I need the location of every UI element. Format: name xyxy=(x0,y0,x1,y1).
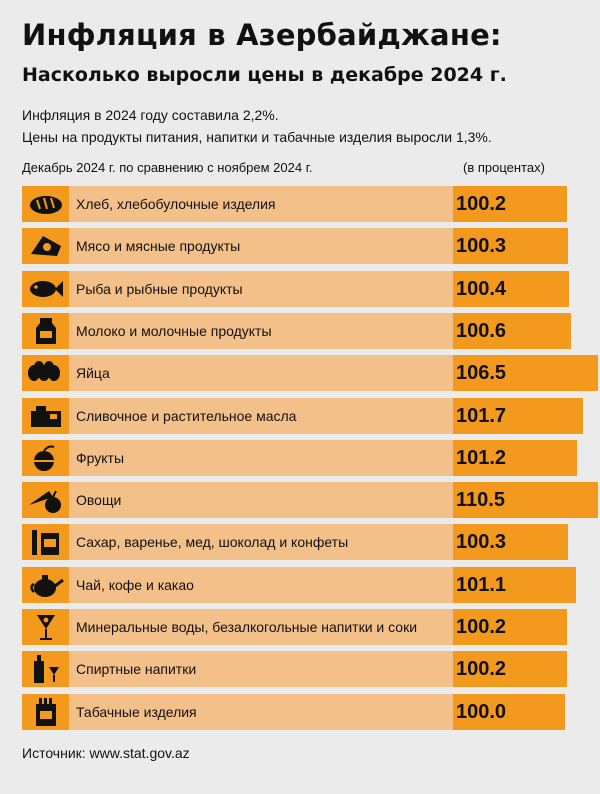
value-bar xyxy=(453,609,568,645)
value-bar xyxy=(453,270,570,307)
category-label: Фрукты xyxy=(76,449,125,466)
inflation-note: Инфляция в 2024 году составила 2,2%. xyxy=(22,107,279,123)
fruit-icon xyxy=(22,439,69,476)
category-band xyxy=(22,482,453,519)
meat-icon xyxy=(22,228,69,265)
category-band xyxy=(22,270,453,307)
fish-icon xyxy=(22,270,69,307)
teapot-icon xyxy=(22,566,69,603)
source-text: Источник: www.stat.gov.az xyxy=(22,745,190,761)
value-label: 101.1 xyxy=(456,573,507,596)
category-label: Мясо и мясные продукты xyxy=(76,238,241,255)
vegetables-icon xyxy=(22,482,69,519)
category-label: Сахар, варенье, мед, шоколад и конфеты xyxy=(76,534,349,551)
value-label: 100.6 xyxy=(456,319,507,342)
category-label: Минеральные воды, безалкогольные напитки… xyxy=(76,619,418,635)
value-bar xyxy=(453,186,568,222)
category-band xyxy=(22,693,453,730)
category-label: Рыба и рыбные продукты xyxy=(76,280,243,297)
category-band xyxy=(22,355,453,392)
period-label: Декабрь 2024 г. по сравнению с ноябрем 2… xyxy=(22,160,313,175)
category-label: Овощи xyxy=(76,492,122,509)
category-band xyxy=(22,439,453,476)
value-label: 100.2 xyxy=(456,193,507,215)
value-bar xyxy=(453,439,578,476)
category-label: Яйца xyxy=(76,365,110,382)
alcohol-icon xyxy=(22,651,69,688)
category-label: Спиртные напитки xyxy=(76,661,197,678)
value-bar xyxy=(453,397,583,434)
sugar-jam-icon xyxy=(22,524,69,561)
value-label: 100.2 xyxy=(456,658,507,681)
value-label: 106.5 xyxy=(456,362,507,385)
value-bar xyxy=(453,524,569,561)
milk-icon xyxy=(22,312,69,349)
page-title: Инфляция в Азербайджане: xyxy=(22,18,502,52)
value-bar xyxy=(453,651,568,688)
category-label: Сливочное и растительное масла xyxy=(76,407,297,424)
tobacco-icon xyxy=(22,693,69,730)
food-prices-note: Цены на продукты питания, напитки и таба… xyxy=(22,129,492,145)
value-bar xyxy=(453,566,577,603)
value-label: 100.2 xyxy=(456,616,507,638)
category-label: Табачные изделия xyxy=(76,703,197,720)
value-label: 100.0 xyxy=(456,700,507,723)
value-bar xyxy=(453,312,572,349)
page-subtitle: Насколько выросли цены в декабре 2024 г. xyxy=(22,64,507,86)
category-band xyxy=(22,312,453,349)
category-band xyxy=(22,566,453,603)
value-label: 101.2 xyxy=(456,446,507,469)
category-band xyxy=(22,524,453,561)
value-label: 100.3 xyxy=(456,531,507,554)
butter-icon xyxy=(22,397,69,434)
category-band xyxy=(22,186,453,222)
value-label: 100.4 xyxy=(456,277,507,300)
unit-label: (в процентах) xyxy=(463,160,545,175)
category-label: Молоко и молочные продукты xyxy=(76,322,272,339)
category-band xyxy=(22,651,453,688)
value-bar xyxy=(453,693,565,730)
bread-icon xyxy=(22,186,69,222)
category-label: Хлеб, хлебобулочные изделия xyxy=(76,196,276,212)
value-label: 100.3 xyxy=(456,235,507,258)
category-band xyxy=(22,397,453,434)
category-band xyxy=(22,609,453,645)
value-bar xyxy=(453,482,598,519)
eggs-icon xyxy=(22,355,69,392)
category-band xyxy=(22,228,453,265)
value-label: 101.7 xyxy=(456,404,507,427)
category-label: Чай, кофе и какао xyxy=(76,576,194,593)
value-bar xyxy=(453,355,598,392)
value-bar xyxy=(453,228,569,265)
soft-drinks-icon xyxy=(22,609,69,645)
value-label: 110.5 xyxy=(456,489,505,512)
